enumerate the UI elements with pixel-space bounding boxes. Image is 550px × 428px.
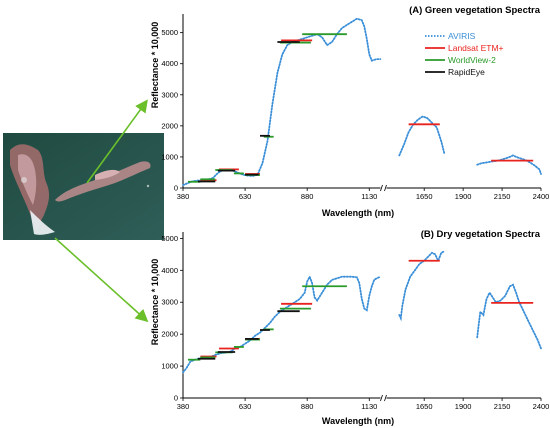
chart-a-x-tick-label: 630 xyxy=(239,192,252,201)
chart-b-x-tick-label: 1900 xyxy=(455,402,472,411)
chart-a-x-tick-label: 880 xyxy=(301,192,314,201)
chart-b-x-tick-label: 880 xyxy=(301,402,314,411)
chart-b-aviris-spectrum xyxy=(476,283,542,350)
chart-b-y-tick-label: 1000 xyxy=(161,362,178,371)
chart-b-axis-break-mark xyxy=(380,394,383,402)
chart-b-y-tick-label: 5000 xyxy=(161,234,178,243)
chart-b-aviris-spectrum xyxy=(182,274,382,374)
chart-a-xlabel: Wavelength (nm) xyxy=(322,208,394,218)
chart-a-x-tick-label: 2150 xyxy=(494,192,511,201)
arrow-to-panel-b xyxy=(54,237,149,323)
chart-b-y-tick-label: 4000 xyxy=(161,266,178,275)
chart-b-x-tick-label: 2400 xyxy=(533,402,550,411)
chart-a-axis-break xyxy=(380,185,387,191)
chart-b-xlabel: Wavelength (nm) xyxy=(322,416,394,426)
chart-b-aviris-spectrum xyxy=(398,250,446,322)
chart-b-axis-break xyxy=(380,395,387,401)
chart-a-axes: 380 630 880 1130 1650 1900 2150 2400 0 1000 2000 30… xyxy=(161,14,549,201)
chart-b-x-tick-label: 1650 xyxy=(416,402,433,411)
chart-b-ylabel: Reflectance * 10,000 xyxy=(150,259,160,346)
chart-a-y-tick-label: 1000 xyxy=(161,152,178,161)
chart-a-axis-break-mark xyxy=(380,184,383,192)
chart-b-x-tick-label: 380 xyxy=(177,402,190,411)
chart-a-y-tick-label: 3000 xyxy=(161,90,178,99)
chart-b-title: (B) Dry vegetation Spectra xyxy=(421,229,541,240)
chart-a-aviris-spectrum xyxy=(398,115,446,157)
satellite-image-icon xyxy=(3,133,164,240)
chart-a-x-tick-label: 380 xyxy=(177,192,190,201)
chart-a-x-tick-label: 1650 xyxy=(416,192,433,201)
chart-a-y-tick-label: 4000 xyxy=(161,59,178,68)
legend: AVIRIS Landsat ETM+ WorldView-2 RapidEye xyxy=(425,31,504,77)
chart-a-y-tick-label: 2000 xyxy=(161,121,178,130)
legend-worldview-label: WorldView-2 xyxy=(448,55,496,65)
chart-a-x-tick-label: 1130 xyxy=(361,192,377,201)
chart-a-aviris-spectrum xyxy=(476,154,542,175)
legend-landsat-label: Landsat ETM+ xyxy=(448,43,504,53)
chart-b-axes: 380 630 880 1130 1650 1900 2150 2400 0 1000 2000 30… xyxy=(161,232,549,411)
chart-a-x-tick-label: 1900 xyxy=(455,192,472,201)
chart-a-ylabel: Reflectance * 10,000 xyxy=(150,22,160,109)
legend-aviris-label: AVIRIS xyxy=(448,31,476,41)
chart-a-title: (A) Green vegetation Spectra xyxy=(409,5,541,16)
chart-b-x-tick-label: 2150 xyxy=(494,402,511,411)
chart-b-marks xyxy=(182,250,542,374)
chart-panel-b: (B) Dry vegetation Spectra Reflectance *… xyxy=(150,229,549,426)
chart-panel-a: (A) Green vegetation Spectra Reflectance… xyxy=(150,5,549,218)
arrow-to-panel-a xyxy=(86,99,148,184)
chart-b-y-tick-label: 0 xyxy=(174,394,178,403)
chart-a-aviris-spectrum xyxy=(182,17,382,187)
chart-b-x-tick-label: 630 xyxy=(239,402,252,411)
chart-b-y-tick-label: 3000 xyxy=(161,298,178,307)
chart-b-x-tick-label: 1130 xyxy=(361,402,377,411)
chart-a-axis-break-mark xyxy=(384,184,387,192)
chart-a-y-tick-label: 5000 xyxy=(161,28,178,37)
chart-a-x-tick-label: 2400 xyxy=(533,192,550,201)
chart-a-marks xyxy=(182,17,542,187)
chart-a-y-tick-label: 0 xyxy=(174,184,178,193)
chart-b-axis-break-mark xyxy=(384,394,387,402)
legend-rapideye-label: RapidEye xyxy=(448,67,485,77)
chart-b-y-tick-label: 2000 xyxy=(161,330,178,339)
